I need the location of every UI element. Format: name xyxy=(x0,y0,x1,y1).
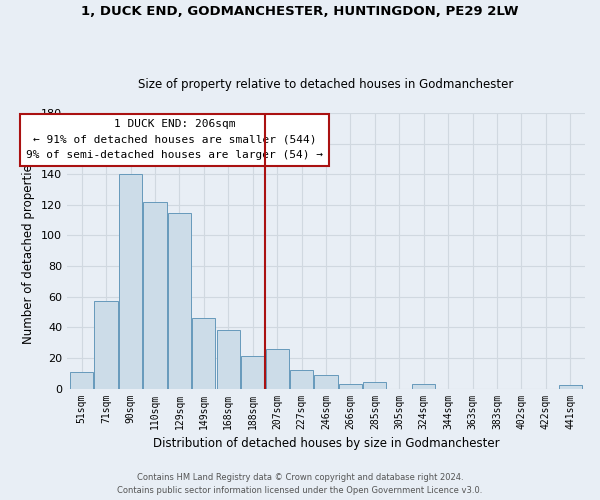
Bar xyxy=(94,302,118,388)
Text: 1 DUCK END: 206sqm
← 91% of detached houses are smaller (544)
9% of semi-detache: 1 DUCK END: 206sqm ← 91% of detached hou… xyxy=(26,119,323,160)
Bar xyxy=(314,375,338,388)
Text: 1, DUCK END, GODMANCHESTER, HUNTINGDON, PE29 2LW: 1, DUCK END, GODMANCHESTER, HUNTINGDON, … xyxy=(81,5,519,18)
Bar xyxy=(143,202,167,388)
Y-axis label: Number of detached properties: Number of detached properties xyxy=(22,158,35,344)
Bar xyxy=(241,356,264,388)
Bar xyxy=(290,370,313,388)
Text: Contains HM Land Registry data © Crown copyright and database right 2024.
Contai: Contains HM Land Registry data © Crown c… xyxy=(118,474,482,495)
Bar xyxy=(363,382,386,388)
X-axis label: Distribution of detached houses by size in Godmanchester: Distribution of detached houses by size … xyxy=(152,437,499,450)
Title: Size of property relative to detached houses in Godmanchester: Size of property relative to detached ho… xyxy=(139,78,514,91)
Bar xyxy=(168,212,191,388)
Bar xyxy=(70,372,93,388)
Bar xyxy=(119,174,142,388)
Bar xyxy=(217,330,240,388)
Bar xyxy=(412,384,436,388)
Bar xyxy=(339,384,362,388)
Bar xyxy=(192,318,215,388)
Bar xyxy=(266,349,289,389)
Bar xyxy=(559,386,582,388)
